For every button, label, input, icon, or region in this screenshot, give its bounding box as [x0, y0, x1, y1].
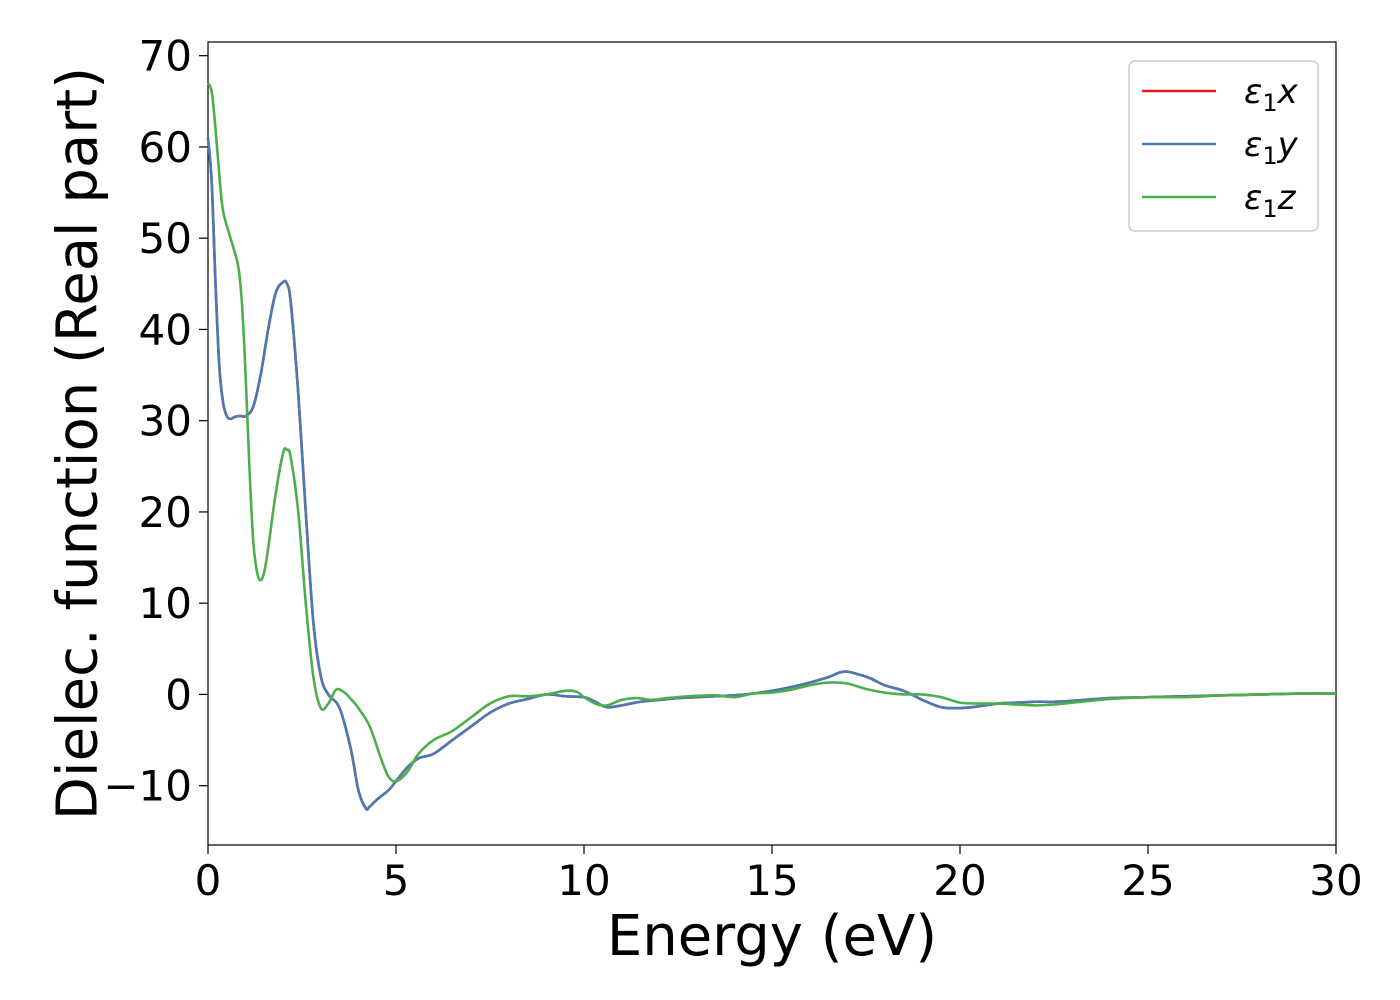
x-tick-label: 0 — [195, 856, 222, 905]
y-axis-ticks: −10 0 10 20 30 40 50 60 70 — [103, 32, 208, 811]
legend-label-x: ε1x — [1244, 72, 1299, 117]
y-tick-label: 60 — [139, 123, 192, 172]
y-tick-label: 40 — [139, 305, 192, 354]
x-tick-label: 5 — [383, 856, 410, 905]
series-line-x — [206, 137, 1337, 811]
legend-box — [1128, 60, 1319, 232]
x-tick-label: 15 — [745, 856, 798, 905]
x-tick-label: 30 — [1309, 856, 1362, 905]
x-tick-label: 10 — [557, 856, 610, 905]
y-axis-label: Dielec. function (Real part) — [46, 67, 111, 820]
x-tick-label: 25 — [1121, 856, 1174, 905]
x-axis-ticks: 0 5 10 15 20 25 30 — [195, 845, 1363, 905]
y-tick-label: 20 — [139, 488, 192, 537]
y-tick-label: 10 — [139, 579, 192, 628]
y-tick-label: 30 — [139, 397, 192, 446]
legend-label-y: ε1y — [1244, 125, 1299, 170]
y-tick-label: 70 — [139, 32, 192, 81]
y-tick-label: −10 — [103, 762, 192, 811]
y-tick-label: 50 — [139, 214, 192, 263]
x-tick-label: 20 — [933, 856, 986, 905]
legend: ε1x ε1y ε1z — [1128, 60, 1319, 232]
series-layer — [206, 82, 1337, 811]
series-line-z — [206, 82, 1337, 783]
series-line-y — [206, 137, 1337, 811]
legend-label-z: ε1z — [1244, 178, 1297, 223]
x-axis-label: Energy (eV) — [607, 904, 937, 969]
y-tick-label: 0 — [165, 670, 192, 719]
